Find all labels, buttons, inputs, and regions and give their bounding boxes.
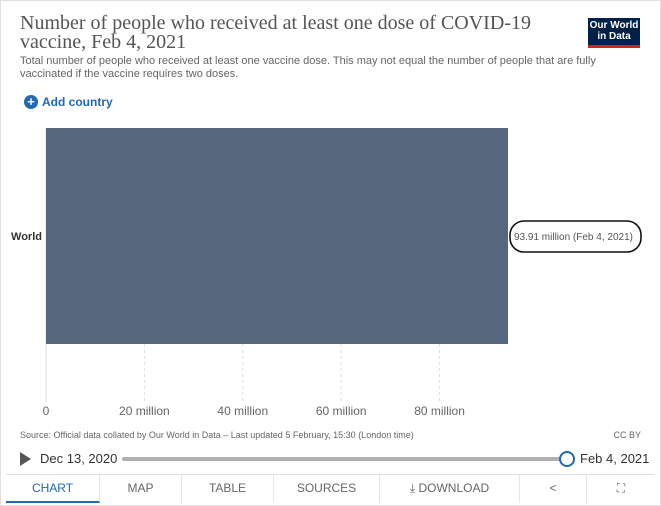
share-icon: < [549, 481, 557, 495]
x-tick-label: 60 million [316, 404, 367, 418]
source-note: Source: Official data collated by Our Wo… [20, 430, 414, 440]
x-tick-label: 40 million [217, 404, 268, 418]
tab-table[interactable]: Table [182, 475, 274, 503]
timeline: Dec 13, 2020 Feb 4, 2021 [0, 446, 661, 470]
x-tick-label: 80 million [414, 404, 465, 418]
play-icon[interactable] [20, 452, 31, 466]
tab-download-label: Download [418, 481, 490, 495]
tab-bar: Chart Map Table Sources ⤓ Download < ⛶ [6, 474, 655, 503]
add-country-label: Add country [42, 95, 113, 109]
bar-chart: World 93.91 million (Feb 4, 2021) 0 20 mill… [11, 128, 642, 418]
bar-world [46, 128, 508, 344]
tab-sources[interactable]: Sources [274, 475, 380, 503]
value-label-highlight [509, 220, 642, 253]
tab-share[interactable]: < [520, 475, 587, 503]
timeline-start-date: Dec 13, 2020 [40, 451, 118, 466]
fullscreen-icon: ⛶ [616, 481, 626, 495]
tab-fullscreen[interactable]: ⛶ [587, 475, 655, 503]
add-country-button[interactable]: + Add country [24, 95, 113, 109]
timeline-slider-track[interactable] [122, 457, 566, 461]
license-link[interactable]: CC BY [613, 430, 641, 440]
tab-map[interactable]: Map [100, 475, 182, 503]
tab-chart[interactable]: Chart [6, 475, 100, 503]
x-tick-label: 20 million [119, 404, 170, 418]
value-label: 93.91 million (Feb 4, 2021) [514, 232, 633, 243]
tab-download[interactable]: ⤓ Download [380, 475, 520, 503]
timeline-slider-handle[interactable] [559, 451, 575, 467]
owid-logo[interactable]: Our World in Data [588, 18, 640, 48]
timeline-end-date: Feb 4, 2021 [580, 451, 650, 466]
chart-subtitle: Total number of people who received at l… [20, 55, 596, 80]
x-tick-label: 0 [43, 404, 50, 418]
download-icon: ⤓ [409, 481, 416, 495]
plus-circle-icon: + [24, 95, 38, 109]
chart-title: Number of people who received at least o… [20, 12, 531, 53]
category-label: World [11, 231, 42, 243]
